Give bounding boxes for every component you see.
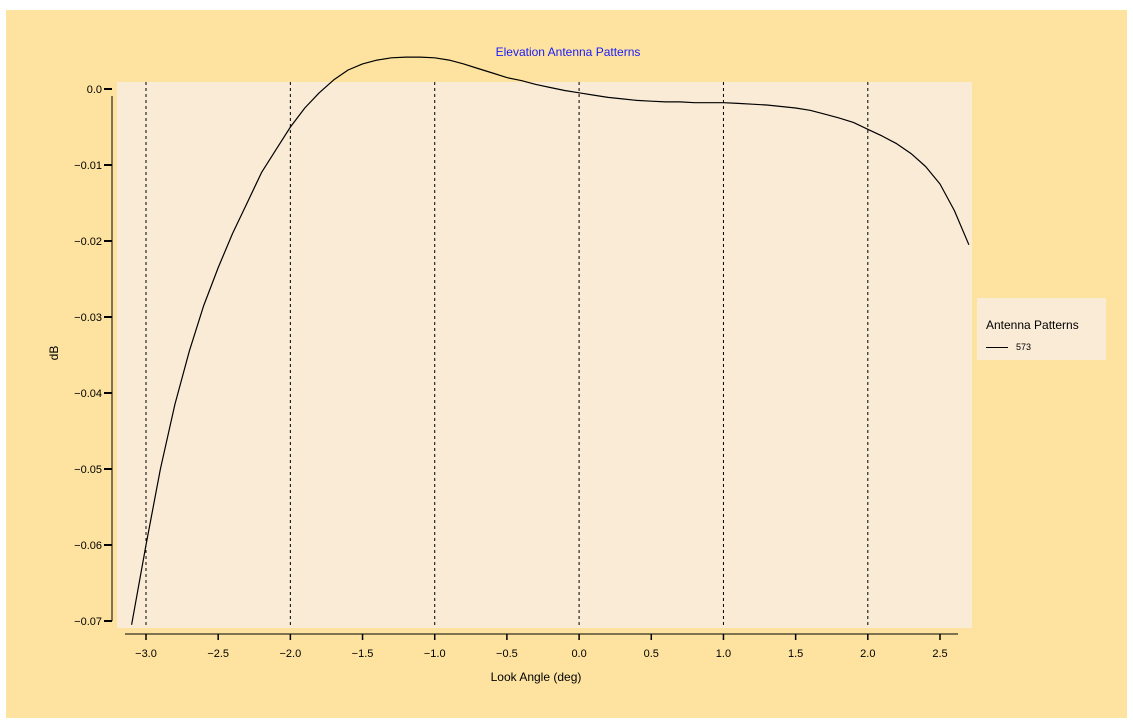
y-tick-label: −0.03	[74, 312, 102, 324]
series-line	[131, 56, 970, 625]
x-tick-label: −1.5	[352, 648, 374, 660]
x-tick-label: −3.0	[135, 648, 157, 660]
ticks-layer: −3.0 −2.5 −2.0 −1.5 −1.0 −0.5 0.0 0.5 1.0 1.5 2.0 2…	[74, 84, 947, 660]
chart-title: Elevation Antenna Patterns	[496, 45, 641, 59]
grid-layer	[145, 82, 869, 628]
series-layer	[131, 56, 970, 625]
chart-frame: −3.0 −2.5 −2.0 −1.5 −1.0 −0.5 0.0 0.5 1.0 1.5 2.0 2…	[6, 10, 1127, 718]
legend-item: 573	[986, 342, 1031, 352]
x-axis-label: Look Angle (deg)	[491, 670, 582, 684]
plot-area	[117, 82, 972, 628]
y-tick-label: −0.01	[74, 160, 102, 172]
y-tick-label: −0.02	[74, 236, 102, 248]
y-tick-label: −0.04	[74, 388, 102, 400]
y-tick-label: −0.06	[74, 540, 102, 552]
x-tick-label: 1.0	[716, 648, 731, 660]
x-tick-label: −1.0	[424, 648, 446, 660]
y-tick-label: −0.07	[74, 616, 102, 628]
y-tick-label: 0.0	[87, 84, 102, 96]
y-axis-label: dB	[47, 346, 61, 361]
x-tick-label: 0.0	[571, 648, 586, 660]
chart-svg: −3.0 −2.5 −2.0 −1.5 −1.0 −0.5 0.0 0.5 1.0 1.5 2.0 2…	[47, 45, 972, 684]
x-tick-label: 2.0	[860, 648, 875, 660]
legend: Antenna Patterns 573	[977, 298, 1106, 360]
legend-line-swatch	[986, 346, 1008, 348]
axes-layer	[111, 96, 958, 635]
legend-title: Antenna Patterns	[986, 318, 1079, 332]
legend-item-label: 573	[1016, 342, 1032, 352]
y-tick-label: −0.05	[74, 464, 102, 476]
x-tick-label: −2.0	[280, 648, 302, 660]
x-tick-label: −2.5	[207, 648, 229, 660]
x-tick-label: 1.5	[788, 648, 803, 660]
x-tick-label: 0.5	[644, 648, 659, 660]
x-tick-label: −0.5	[496, 648, 518, 660]
x-tick-label: 2.5	[932, 648, 947, 660]
